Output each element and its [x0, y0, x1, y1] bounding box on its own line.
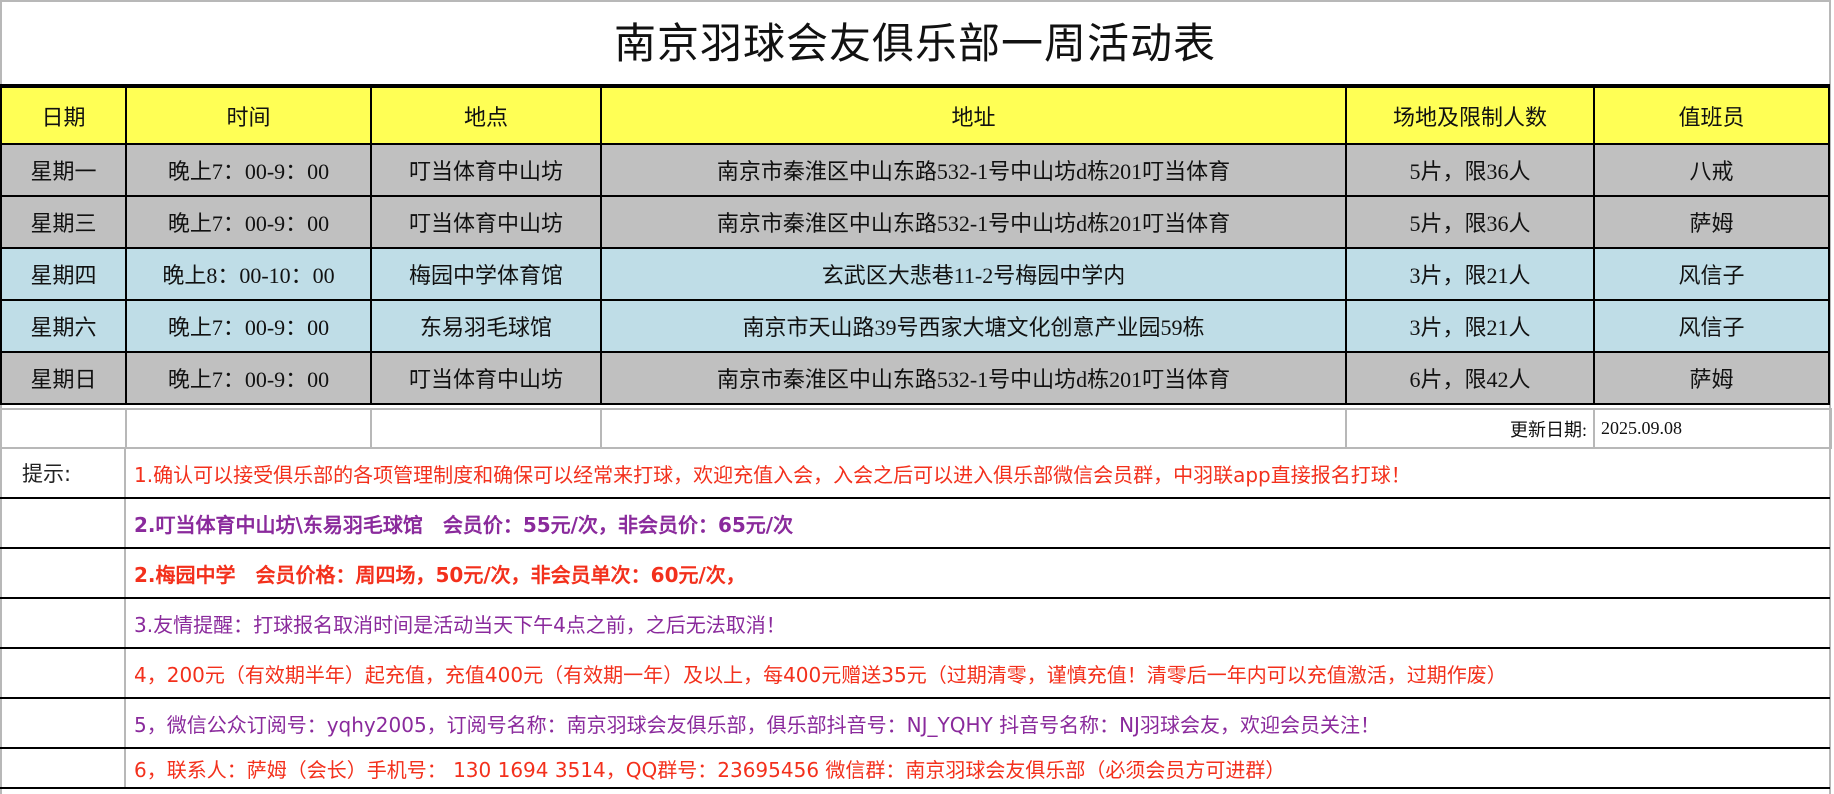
- empty-cell[interactable]: [370, 408, 602, 449]
- hint-text[interactable]: 2.叮当体育中山坊\东易羽毛球馆 会员价：55元/次，非会员价：65元/次: [124, 498, 1830, 549]
- empty-cell[interactable]: [0, 498, 125, 549]
- header-courts[interactable]: 场地及限制人数: [1345, 85, 1595, 145]
- table-row: 星期四 晚上8：00-10：00 梅园中学体育馆 玄武区大悲巷11-2号梅园中学内 3片…: [0, 247, 1830, 301]
- empty-cell[interactable]: [0, 748, 125, 789]
- table-row: 星期三 晚上7：00-9：00 叮当体育中山坊 南京市秦淮区中山东路532-1号中山坊…: [0, 195, 1830, 249]
- schedule-table: 日期 时间 地点 地址 场地及限制人数 值班员 星期一 晚上7：00-9：00 叮当…: [0, 84, 1830, 405]
- header-date[interactable]: 日期: [0, 85, 127, 145]
- hint-row: 3.友情提醒：打球报名取消时间是活动当天下午4点之前，之后无法取消！: [0, 598, 1830, 649]
- staff-cell[interactable]: 八戒: [1593, 143, 1830, 197]
- hint-row: 2.叮当体育中山坊\东易羽毛球馆 会员价：55元/次，非会员价：65元/次: [0, 498, 1830, 549]
- courts-cell[interactable]: 6片，限42人: [1345, 351, 1595, 405]
- day-cell[interactable]: 星期六: [0, 299, 127, 353]
- staff-cell[interactable]: 风信子: [1593, 299, 1830, 353]
- day-cell[interactable]: 星期日: [0, 351, 127, 405]
- sheet-border-right: [1829, 0, 1831, 794]
- table-row: 星期一 晚上7：00-9：00 叮当体育中山坊 南京市秦淮区中山东路532-1号中山坊…: [0, 143, 1830, 197]
- hint-label[interactable]: 提示:: [0, 449, 125, 499]
- time-cell[interactable]: 晚上7：00-9：00: [125, 195, 372, 249]
- staff-cell[interactable]: 风信子: [1593, 247, 1830, 301]
- address-cell[interactable]: 南京市天山路39号西家大塘文化创意产业园59栋: [600, 299, 1347, 353]
- empty-cell[interactable]: [0, 548, 125, 599]
- hint-text[interactable]: 5，微信公众订阅号：yqhy2005，订阅号名称：南京羽球会友俱乐部，俱乐部抖音…: [124, 698, 1830, 749]
- venue-cell[interactable]: 叮当体育中山坊: [370, 195, 602, 249]
- hint-row: 2.梅园中学 会员价格：周四场，50元/次，非会员单次：60元/次，: [0, 548, 1830, 599]
- time-cell[interactable]: 晚上7：00-9：00: [125, 299, 372, 353]
- day-cell[interactable]: 星期一: [0, 143, 127, 197]
- venue-cell[interactable]: 叮当体育中山坊: [370, 351, 602, 405]
- hints-table: 提示: 1.确认可以接受俱乐部的各项管理制度和确保可以经常来打球，欢迎充值入会，入…: [0, 449, 1830, 789]
- table-header-row: 日期 时间 地点 地址 场地及限制人数 值班员: [0, 85, 1830, 145]
- time-cell[interactable]: 晚上7：00-9：00: [125, 351, 372, 405]
- update-row: 更新日期: 2025.09.08: [0, 408, 1832, 449]
- empty-cell[interactable]: [600, 408, 1347, 449]
- page-title: 南京羽球会友俱乐部一周活动表: [613, 22, 1216, 68]
- hint-text[interactable]: 1.确认可以接受俱乐部的各项管理制度和确保可以经常来打球，欢迎充值入会，入会之后…: [124, 449, 1830, 499]
- header-address[interactable]: 地址: [600, 85, 1347, 145]
- courts-cell[interactable]: 5片，限36人: [1345, 195, 1595, 249]
- staff-cell[interactable]: 萨姆: [1593, 351, 1830, 405]
- empty-cell[interactable]: [0, 598, 125, 649]
- header-venue[interactable]: 地点: [370, 85, 602, 145]
- table-row: 星期六 晚上7：00-9：00 东易羽毛球馆 南京市天山路39号西家大塘文化创意产业园…: [0, 299, 1830, 353]
- venue-cell[interactable]: 叮当体育中山坊: [370, 143, 602, 197]
- empty-cell[interactable]: [125, 408, 372, 449]
- table-row: 星期日 晚上7：00-9：00 叮当体育中山坊 南京市秦淮区中山东路532-1号中山坊…: [0, 351, 1830, 405]
- day-cell[interactable]: 星期三: [0, 195, 127, 249]
- time-cell[interactable]: 晚上7：00-9：00: [125, 143, 372, 197]
- empty-cell[interactable]: [0, 648, 125, 699]
- venue-cell[interactable]: 梅园中学体育馆: [370, 247, 602, 301]
- address-cell[interactable]: 南京市秦淮区中山东路532-1号中山坊d栋201叮当体育: [600, 143, 1347, 197]
- hint-text[interactable]: 2.梅园中学 会员价格：周四场，50元/次，非会员单次：60元/次，: [124, 548, 1830, 599]
- courts-cell[interactable]: 3片，限21人: [1345, 299, 1595, 353]
- update-label[interactable]: 更新日期:: [1345, 408, 1595, 449]
- empty-cell[interactable]: [0, 698, 125, 749]
- address-cell[interactable]: 玄武区大悲巷11-2号梅园中学内: [600, 247, 1347, 301]
- hint-text[interactable]: 4，200元（有效期半年）起充值，充值400元（有效期一年）及以上，每400元赠…: [124, 648, 1830, 699]
- hint-row: 提示: 1.确认可以接受俱乐部的各项管理制度和确保可以经常来打球，欢迎充值入会，入…: [0, 449, 1830, 499]
- header-staff[interactable]: 值班员: [1593, 85, 1830, 145]
- address-cell[interactable]: 南京市秦淮区中山东路532-1号中山坊d栋201叮当体育: [600, 351, 1347, 405]
- courts-cell[interactable]: 5片，限36人: [1345, 143, 1595, 197]
- day-cell[interactable]: 星期四: [0, 247, 127, 301]
- empty-cell[interactable]: [0, 408, 127, 449]
- hint-text[interactable]: 3.友情提醒：打球报名取消时间是活动当天下午4点之前，之后无法取消！: [124, 598, 1830, 649]
- courts-cell[interactable]: 3片，限21人: [1345, 247, 1595, 301]
- venue-cell[interactable]: 东易羽毛球馆: [370, 299, 602, 353]
- hint-row: 6，联系人：萨姆（会长）手机号： 130 1694 3514，QQ群号：2369…: [0, 748, 1830, 789]
- hint-text[interactable]: 6，联系人：萨姆（会长）手机号： 130 1694 3514，QQ群号：2369…: [124, 748, 1830, 789]
- time-cell[interactable]: 晚上8：00-10：00: [125, 247, 372, 301]
- header-time[interactable]: 时间: [125, 85, 372, 145]
- address-cell[interactable]: 南京市秦淮区中山东路532-1号中山坊d栋201叮当体育: [600, 195, 1347, 249]
- update-date[interactable]: 2025.09.08: [1593, 408, 1832, 449]
- hint-row: 5，微信公众订阅号：yqhy2005，订阅号名称：南京羽球会友俱乐部，俱乐部抖音…: [0, 698, 1830, 749]
- sheet-border-top: [0, 0, 1830, 2]
- hint-row: 4，200元（有效期半年）起充值，充值400元（有效期一年）及以上，每400元赠…: [0, 648, 1830, 699]
- staff-cell[interactable]: 萨姆: [1593, 195, 1830, 249]
